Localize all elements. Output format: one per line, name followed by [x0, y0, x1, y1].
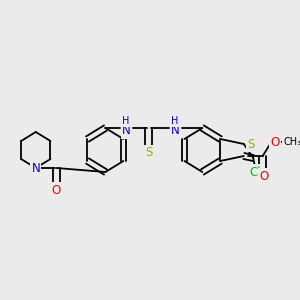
Text: S: S [145, 146, 152, 160]
Text: CH₃: CH₃ [284, 137, 300, 147]
Text: H: H [122, 116, 130, 126]
Text: N: N [122, 124, 130, 137]
Text: O: O [52, 184, 61, 196]
Text: S: S [248, 137, 255, 151]
Text: H: H [171, 116, 179, 126]
Text: O: O [259, 169, 268, 182]
Text: N: N [171, 124, 179, 137]
Text: N: N [32, 161, 40, 175]
Text: O: O [270, 136, 280, 148]
Text: Cl: Cl [249, 166, 261, 178]
